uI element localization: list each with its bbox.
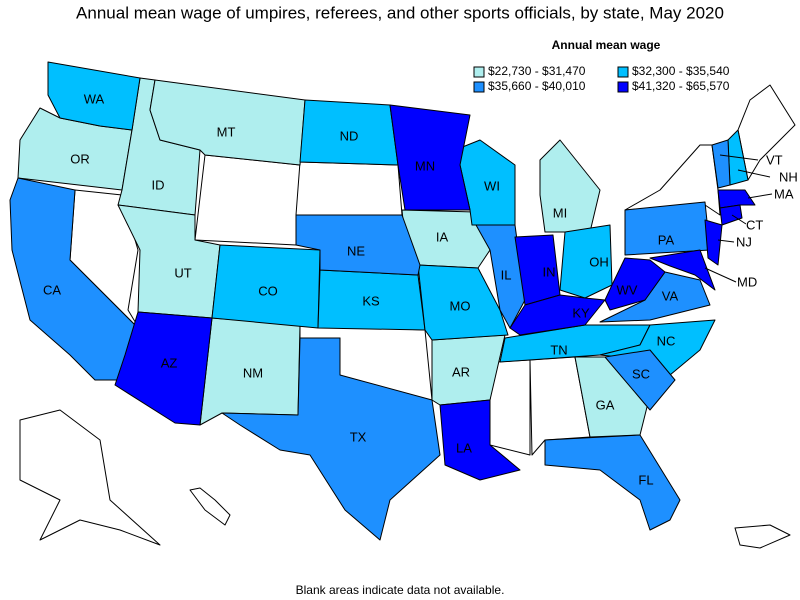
state-label: VT [766, 152, 783, 167]
state [604, 349, 676, 411]
state-label: OR [70, 151, 90, 166]
state-label: CA [43, 282, 61, 297]
state [19, 409, 161, 546]
leader-line [717, 239, 735, 243]
state-label: TX [350, 429, 367, 444]
state-label: NC [657, 333, 676, 348]
state [719, 204, 743, 226]
legend-swatch [473, 66, 485, 78]
title: Annual mean wage of umpires, referees, a… [76, 3, 724, 22]
states [9, 61, 756, 541]
state-label: MN [415, 158, 435, 173]
state-label: VA [662, 288, 679, 303]
state-label: OH [589, 254, 609, 269]
state-label: NH [779, 169, 798, 184]
legend: $22,730 - $31,470 $32,300 - $35,540 $35,… [473, 64, 730, 93]
state-label: KY [572, 305, 590, 320]
state-label: SC [632, 366, 650, 381]
state-label: CO [258, 283, 278, 298]
state [47, 61, 141, 131]
leader-line [704, 267, 737, 283]
state-label: WA [84, 91, 105, 106]
state-label: NM [243, 365, 263, 380]
state-labels: OR ID MT UT NM IA AR MI GA WA ND WI CO K… [43, 91, 798, 487]
state [509, 294, 606, 336]
legend-swatch [473, 81, 485, 93]
state-label: CT [746, 217, 763, 232]
state-label: LA [456, 440, 472, 455]
state [194, 154, 301, 246]
legend-title: Annual mean wage [552, 38, 661, 52]
state [221, 337, 441, 541]
leader-line [731, 214, 747, 225]
legend-label: $35,660 - $40,010 [488, 79, 586, 93]
state [295, 161, 403, 216]
state-label: AR [452, 364, 470, 379]
state [604, 257, 666, 311]
state-label: MD [737, 274, 757, 289]
state [704, 219, 723, 266]
legend-swatch [617, 81, 629, 93]
state-label: NE [347, 243, 365, 258]
legend-label: $32,300 - $35,540 [632, 64, 730, 78]
state-label: IN [543, 264, 556, 279]
legend-label: $22,730 - $31,470 [488, 64, 586, 78]
state [711, 139, 731, 189]
state-label: PA [658, 232, 675, 247]
blank-states [19, 84, 796, 549]
state-label: IL [501, 267, 512, 282]
state [439, 399, 521, 481]
state [717, 189, 756, 209]
state [649, 249, 716, 291]
state [189, 487, 231, 526]
legend-swatch [617, 66, 629, 78]
state-label: MA [774, 186, 794, 201]
state [417, 264, 509, 341]
state-label: MO [450, 298, 471, 313]
state [9, 177, 141, 381]
state [539, 139, 601, 233]
leader-lines [704, 154, 773, 283]
state [574, 356, 651, 438]
leader-line [737, 169, 771, 178]
state-label: MT [217, 124, 236, 139]
state-label: NJ [736, 234, 752, 249]
state-label: MI [553, 205, 567, 220]
state [295, 214, 421, 276]
state-label: WV [617, 282, 638, 297]
state [544, 434, 681, 531]
state-label: AZ [161, 355, 178, 370]
legend-label: $41,320 - $65,570 [632, 79, 730, 93]
state-label: UT [174, 265, 191, 280]
state [389, 104, 471, 211]
state-label: TN [550, 342, 567, 357]
state-label: WI [484, 178, 500, 193]
footnote: Blank areas indicate data not available. [296, 583, 505, 597]
state [114, 311, 213, 426]
leader-line [719, 154, 759, 161]
state-label: GA [596, 397, 615, 412]
state [559, 224, 613, 299]
state [734, 524, 791, 549]
state-label: ID [152, 177, 165, 192]
state-label: KS [362, 293, 380, 308]
leader-line [747, 193, 773, 199]
state-label: IA [436, 229, 449, 244]
state-label: ND [340, 128, 359, 143]
state-label: FL [638, 472, 653, 487]
